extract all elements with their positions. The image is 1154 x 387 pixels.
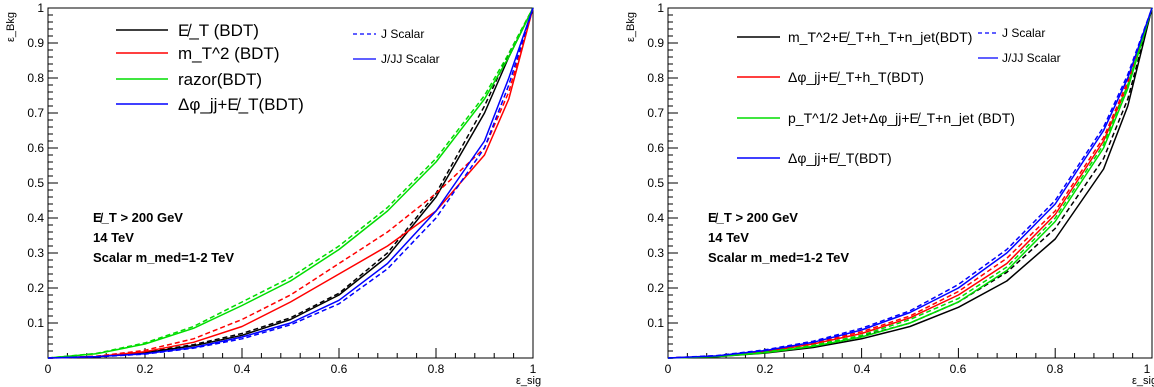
annotation-met-cut: E̸_T > 200 GeV [708,210,798,225]
annotation-energy: 14 TeV [708,230,749,245]
y-tick-0.5: 0.5 [27,176,44,190]
legend-style: J Scalar J/JJ Scalar [978,26,1061,65]
x-tick-0.2: 0.2 [137,362,154,376]
roc-curve-7-dashed [47,7,534,359]
annotation-mediator: Scalar m_med=1-2 TeV [93,250,234,265]
y-tick-0.1: 0.1 [647,316,664,330]
tick-marks [667,7,1153,359]
x-tick-0.6: 0.6 [331,362,348,376]
roc-curve-2-solid [47,7,534,359]
y-tick-0.8: 0.8 [27,71,44,85]
legend-label-mt2-met-ht-njet: m_T^2+E̸_T+h_T+n_jet(BDT) [788,29,972,45]
y-tick-0.8: 0.8 [647,71,664,85]
legend-label-dphi-met: Δφ_jj+E̸_T(BDT) [788,150,892,166]
y-tick-1: 1 [657,1,664,15]
y-tick-0.1: 0.1 [27,316,44,330]
x-tick-0.8: 0.8 [428,362,445,376]
y-tick-0.2: 0.2 [27,281,44,295]
y-tick-0.4: 0.4 [647,211,664,225]
legend-main: E̸_T (BDT) m_T^2 (BDT) razor(BDT) Δφ_jj+… [116,21,304,114]
y-tick-1: 1 [37,1,44,15]
legend-label-ptjet-dphi-met-njet: p_T^1/2 Jet+Δφ_jj+E̸_T+n_jet (BDT) [788,110,1015,126]
annotation-block: E̸_T > 200 GeV 14 TeV Scalar m_med=1-2 T… [708,210,849,265]
roc-curve-5-dashed [667,7,1153,359]
x-tick-1: 1 [530,362,537,376]
roc-panel-right: 0 0.2 0.4 0.6 0.8 1 0.1 0.2 0.3 0.4 0.5 … [625,1,1154,387]
legend-main: m_T^2+E̸_T+h_T+n_jet(BDT) Δφ_jj+E̸_T+h_T… [737,29,1015,166]
legend-label-j-scalar: J Scalar [1002,26,1045,40]
annotation-block: E̸_T > 200 GeV 14 TeV Scalar m_med=1-2 T… [93,210,234,265]
tick-marks [47,7,534,359]
legend-label-mt2: m_T^2 (BDT) [178,44,279,63]
y-tick-0.2: 0.2 [647,281,664,295]
y-axis-label: ε_Bkg [5,12,17,42]
y-tick-0.3: 0.3 [647,246,664,260]
legend-style: J Scalar J/JJ Scalar [353,27,440,66]
y-tick-0.5: 0.5 [647,176,664,190]
y-tick-0.3: 0.3 [27,246,44,260]
y-tick-0.9: 0.9 [27,36,44,50]
annotation-met-cut: E̸_T > 200 GeV [93,210,183,225]
legend-label-dphi-met-ht: Δφ_jj+E̸_T+h_T(BDT) [788,69,924,85]
plot-frame [47,7,534,359]
x-axis-label: ε_sig [516,375,541,387]
y-tick-0.9: 0.9 [647,36,664,50]
legend-label-j-scalar: J Scalar [381,27,424,41]
y-tick-0.4: 0.4 [27,211,44,225]
roc-curve-7-dashed [667,7,1153,359]
y-tick-0.6: 0.6 [647,141,664,155]
x-tick-1: 1 [1144,362,1151,376]
x-tick-0.6: 0.6 [950,362,967,376]
roc-curve-5-dashed [47,7,534,359]
curves [667,7,1153,359]
x-tick-0: 0 [45,362,52,376]
y-tick-0.7: 0.7 [647,106,664,120]
x-tick-0.4: 0.4 [234,362,251,376]
x-tick-0.2: 0.2 [757,362,774,376]
y-tick-0.7: 0.7 [27,106,44,120]
y-tick-0.6: 0.6 [27,141,44,155]
legend-label-met: E̸_T (BDT) [178,21,259,40]
legend-label-jjj-scalar: J/JJ Scalar [1002,51,1061,65]
x-tick-0.8: 0.8 [1047,362,1064,376]
legend-label-jjj-scalar: J/JJ Scalar [381,52,440,66]
curves [47,7,534,359]
x-tick-0: 0 [665,362,672,376]
roc-curve-4-solid [47,7,534,359]
plot-frame [667,7,1153,359]
roc-panel-left: 0 0.2 0.4 0.6 0.8 1 0.1 0.2 0.3 0.4 0.5 … [5,1,541,387]
x-tick-0.4: 0.4 [854,362,871,376]
legend-label-razor: razor(BDT) [178,70,262,89]
annotation-energy: 14 TeV [93,230,134,245]
legend-label-dphi-met: Δφ_jj+E̸_T(BDT) [178,95,304,114]
x-axis-label: ε_sig [1132,375,1154,387]
annotation-mediator: Scalar m_med=1-2 TeV [708,250,849,265]
y-axis-label: ε_Bkg [625,12,637,42]
